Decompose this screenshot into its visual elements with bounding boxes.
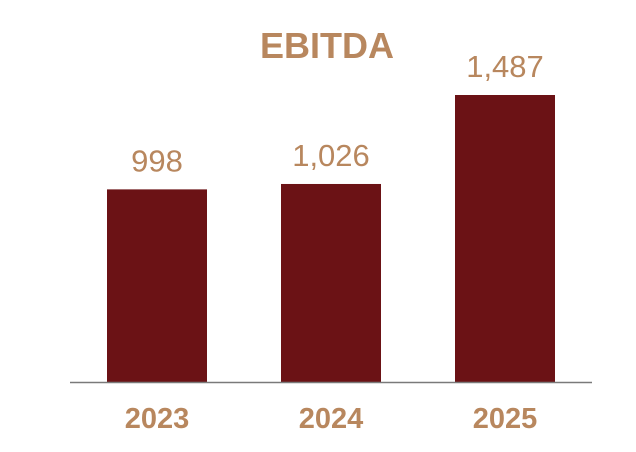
category-label-2023: 2023: [125, 403, 190, 435]
value-label-2023: 998: [131, 143, 183, 178]
category-label-2024: 2024: [299, 403, 364, 435]
bar-2025: [455, 95, 555, 382]
value-label-2024: 1,026: [292, 138, 370, 173]
bar-2024: [281, 183, 381, 382]
category-label-2025: 2025: [473, 403, 538, 435]
chart-title: EBITDA: [260, 25, 394, 66]
category-labels-layer: 2023 2024 2025: [125, 403, 538, 435]
bar-2023: [107, 189, 207, 382]
value-labels-layer: 998 1,026 1,487: [131, 49, 544, 178]
bars-layer: [107, 95, 555, 382]
value-label-2025: 1,487: [466, 49, 544, 84]
